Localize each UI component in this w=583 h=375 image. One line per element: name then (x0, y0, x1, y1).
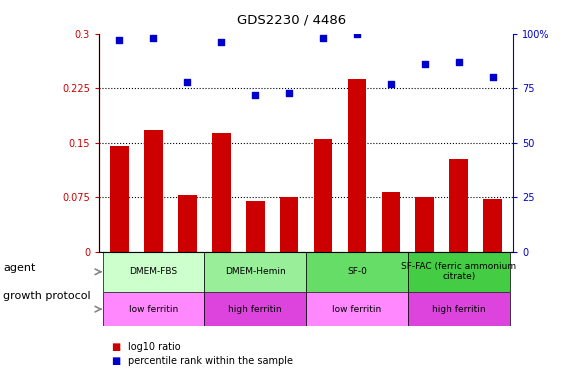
Point (251, 92, 260, 98)
Text: low ferritin: low ferritin (129, 304, 178, 313)
Point (488, 74, 497, 80)
Text: ■: ■ (111, 356, 120, 366)
Bar (212, 133, 231, 252)
Point (318, 35, 328, 41)
Point (352, 31, 361, 37)
Point (454, 59, 463, 65)
Bar (306, 292, 408, 326)
Text: GDS2230 / 4486: GDS2230 / 4486 (237, 13, 346, 26)
Bar (204, 252, 306, 292)
Bar (178, 195, 196, 252)
Bar (408, 252, 510, 292)
Text: low ferritin: low ferritin (332, 304, 382, 313)
Text: percentile rank within the sample: percentile rank within the sample (128, 356, 293, 366)
Text: high ferritin: high ferritin (229, 304, 282, 313)
Bar (204, 292, 306, 326)
Bar (416, 197, 434, 252)
Bar (246, 201, 265, 252)
Bar (144, 130, 163, 252)
Bar (381, 192, 400, 252)
Point (386, 81, 395, 87)
Text: DMEM-Hemin: DMEM-Hemin (225, 267, 286, 276)
Point (182, 79, 192, 85)
Bar (449, 159, 468, 252)
Text: log10 ratio: log10 ratio (128, 342, 181, 352)
Text: SF-FAC (ferric ammonium
citrate): SF-FAC (ferric ammonium citrate) (401, 262, 517, 282)
Bar (306, 252, 408, 292)
Bar (408, 292, 510, 326)
Point (420, 61, 430, 67)
Bar (103, 292, 204, 326)
Point (217, 39, 226, 45)
Point (149, 35, 158, 41)
Text: DMEM-FBS: DMEM-FBS (129, 267, 177, 276)
Bar (110, 146, 129, 252)
Text: growth protocol: growth protocol (3, 291, 90, 301)
Bar (347, 79, 366, 252)
Text: agent: agent (3, 263, 36, 273)
Bar (103, 252, 204, 292)
Text: ■: ■ (111, 342, 120, 352)
Point (285, 90, 294, 96)
Point (115, 37, 124, 43)
Text: SF-0: SF-0 (347, 267, 367, 276)
Bar (314, 139, 332, 252)
Bar (483, 199, 502, 252)
Bar (280, 197, 298, 252)
Text: high ferritin: high ferritin (432, 304, 486, 313)
